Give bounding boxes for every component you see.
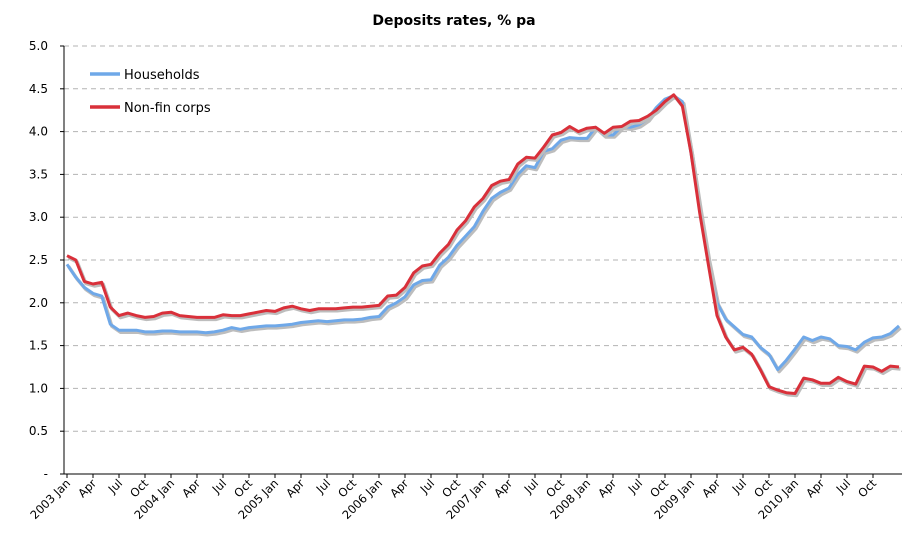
y-tick-label: 2.5: [29, 253, 48, 267]
y-tick-label: -: [44, 467, 48, 481]
series-shadow-non-fin-corps: [67, 95, 901, 398]
y-tick-label: 1.5: [29, 339, 48, 353]
x-tick-label: Jul: [729, 476, 749, 496]
series-line-non-fin-corps: [66, 93, 900, 395]
y-tick-label: 3.0: [29, 210, 48, 224]
x-tick-label: Apr: [387, 476, 411, 500]
y-tick-label: 5.0: [29, 39, 48, 53]
y-tick-label: 4.0: [29, 125, 48, 139]
x-tick-label: Jul: [521, 476, 541, 496]
x-tick-label: Oct: [855, 476, 879, 500]
legend-label-non-fin-corps: Non-fin corps: [124, 101, 211, 116]
y-axis-tick-labels: - 0.5 1.0 1.5 2.0 2.5 3.0 3.5 4.0 4.5 5.0: [29, 39, 64, 481]
x-tick-label: Apr: [283, 476, 307, 500]
y-tick-label: 3.5: [29, 167, 48, 181]
x-tick-label: Apr: [75, 476, 99, 500]
x-tick-label: Jul: [105, 476, 125, 496]
legend-label-households: Households: [124, 68, 200, 83]
gridlines: [64, 45, 902, 432]
x-tick-label: Jul: [833, 476, 853, 496]
y-tick-label: 2.0: [29, 296, 48, 310]
legend: Households Non-fin corps: [90, 68, 211, 116]
x-tick-label: Jul: [209, 476, 229, 496]
x-tick-label: Jul: [313, 476, 333, 496]
x-tick-label: Apr: [491, 476, 515, 500]
y-tick-label: 4.5: [29, 82, 48, 96]
series-line-households: [65, 94, 900, 372]
y-tick-label: 1.0: [29, 381, 48, 395]
y-tick-label: 0.5: [29, 424, 48, 438]
x-tick-label: Apr: [179, 476, 203, 500]
x-tick-label: Jul: [417, 476, 437, 496]
x-tick-label: Jul: [625, 476, 645, 496]
chart-title: Deposits rates, % pa: [372, 13, 535, 29]
x-tick-label: Apr: [803, 476, 827, 500]
x-tick-label: Apr: [699, 476, 723, 500]
x-tick-label: Apr: [595, 476, 619, 500]
series-lines: [65, 93, 902, 398]
x-tick-label: 2003 Jan: [27, 476, 73, 522]
